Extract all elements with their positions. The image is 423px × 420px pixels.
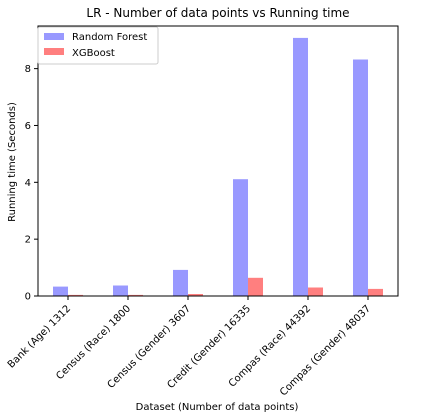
legend-swatch-random-forest <box>44 33 64 40</box>
bar-random-forest-5 <box>353 59 368 296</box>
bar-random-forest-2 <box>173 269 188 296</box>
bar-random-forest-4 <box>293 37 308 297</box>
axes-layer <box>37 25 399 297</box>
x-axis-title: Dataset (Number of data points) <box>136 402 299 413</box>
bar-random-forest-3 <box>233 179 248 296</box>
bar-xgboost-3 <box>248 277 263 296</box>
bars-layer <box>53 37 383 297</box>
bar-random-forest-1 <box>113 285 128 296</box>
legend-label-xgboost: XGBoost <box>72 48 115 59</box>
legend-label-random-forest: Random Forest <box>72 32 147 43</box>
y-tick-label-1: 2 <box>25 235 31 246</box>
y-tick-label-3: 6 <box>25 121 31 132</box>
bar-xgboost-2 <box>188 294 203 296</box>
plot-frame <box>37 25 399 297</box>
legend-swatch-xgboost <box>44 48 64 55</box>
y-axis-title: Running time (Seconds) <box>7 102 18 222</box>
chart-title: LR - Number of data points vs Running ti… <box>86 6 349 20</box>
bar-random-forest-0 <box>53 286 68 296</box>
bar-xgboost-0 <box>68 294 83 296</box>
y-tick-label-0: 0 <box>25 292 31 303</box>
y-ticks: 0 2 4 6 8 <box>25 64 38 303</box>
legend: Random Forest XGBoost <box>37 26 159 65</box>
bar-xgboost-5 <box>368 288 383 296</box>
y-tick-label-2: 4 <box>25 178 31 189</box>
x-tick-label-0: Bank (Age) 1312 <box>6 303 73 370</box>
y-tick-label-4: 8 <box>25 64 31 75</box>
bar-xgboost-1 <box>128 294 143 296</box>
legend-box <box>37 26 159 65</box>
bar-xgboost-4 <box>308 287 323 296</box>
